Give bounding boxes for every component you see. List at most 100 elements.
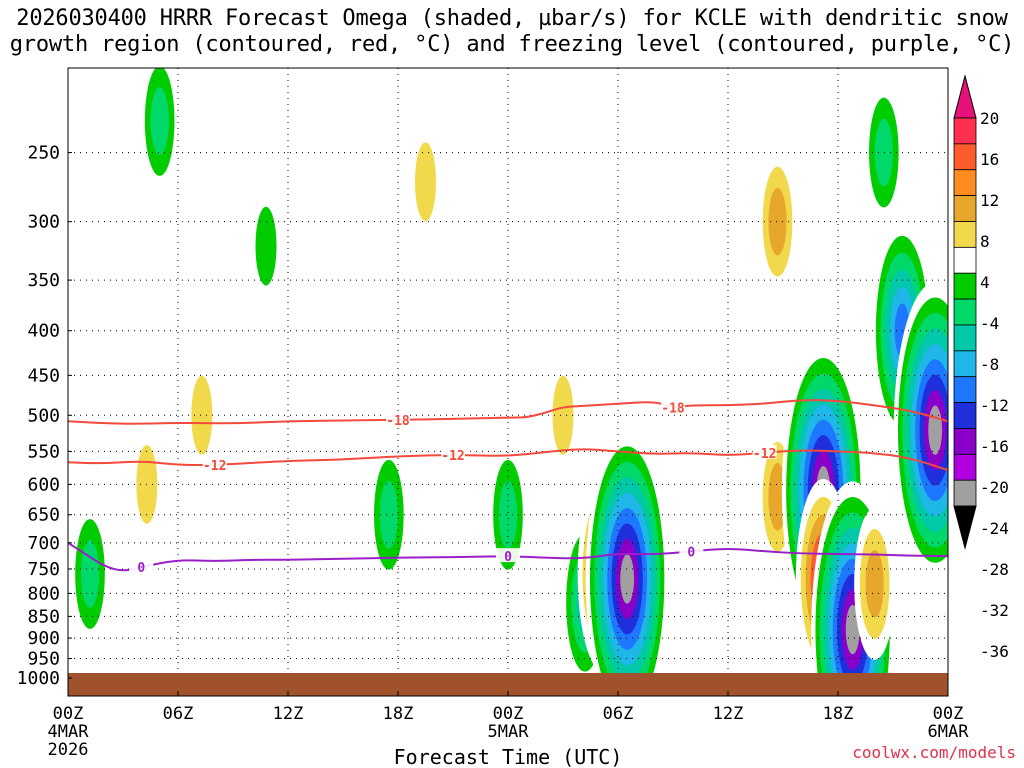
contour-label-0-1: -18 bbox=[661, 402, 685, 417]
x-tick-date-24: 5MAR bbox=[488, 722, 530, 742]
omega-cell-17-2 bbox=[865, 550, 884, 618]
y-tick-900: 900 bbox=[27, 628, 60, 649]
contour-label-1-0: -12 bbox=[203, 459, 226, 474]
colorbar-label-6: -8 bbox=[980, 355, 999, 374]
colorbar-label-11: -28 bbox=[980, 560, 1009, 579]
contour-label-bg-1-0 bbox=[202, 456, 227, 471]
y-axis: 2503003504004505005506006507007508008509… bbox=[17, 143, 72, 689]
y-tick-550: 550 bbox=[27, 441, 60, 462]
colorbar-label-9: -20 bbox=[980, 478, 1009, 497]
contour-label-1-1: -12 bbox=[441, 449, 464, 464]
colorbar-label-2: 12 bbox=[980, 191, 999, 210]
temperature-contours: -18 -18 -12 -12 -12 0 0 0 bbox=[68, 399, 948, 576]
x-tick-6: 06Z bbox=[163, 704, 194, 724]
colorbar-box-3 bbox=[953, 195, 977, 222]
colorbar-label-4: 4 bbox=[980, 273, 990, 292]
colorbar-box-12 bbox=[953, 428, 977, 455]
y-tick-750: 750 bbox=[27, 559, 60, 580]
colorbar-box-10 bbox=[953, 376, 977, 403]
x-tick-48: 00Z bbox=[933, 704, 964, 724]
y-tick-500: 500 bbox=[27, 405, 60, 426]
colorbar-label-3: 8 bbox=[980, 232, 990, 251]
omega-cell-0-2 bbox=[80, 540, 100, 608]
colorbar-box-9 bbox=[953, 350, 977, 378]
y-tick-250: 250 bbox=[27, 143, 60, 164]
y-tick-600: 600 bbox=[27, 474, 60, 495]
credit-text: coolwx.com/models bbox=[852, 743, 1016, 762]
y-tick-850: 850 bbox=[27, 606, 60, 627]
y-tick-800: 800 bbox=[27, 583, 60, 604]
y-tick-700: 700 bbox=[27, 533, 60, 554]
colorbar-label-1: 16 bbox=[980, 150, 999, 169]
omega-cell-12-2 bbox=[768, 187, 787, 256]
contour-line-0 bbox=[68, 399, 948, 425]
omega-cell-11-8 bbox=[620, 554, 635, 604]
contour-label-bg-2-2 bbox=[679, 543, 704, 558]
contour-line-1 bbox=[68, 448, 948, 472]
contour-label-bg-1-1 bbox=[441, 446, 465, 461]
contour-label-bg-0-0 bbox=[386, 411, 410, 426]
x-tick-0: 00Z bbox=[53, 704, 84, 724]
contour-label-1-2: -12 bbox=[753, 447, 776, 462]
colorbar-label-5: -4 bbox=[980, 314, 999, 333]
ground-surface bbox=[68, 673, 948, 696]
colorbar-box-11 bbox=[953, 402, 977, 429]
contour-label-2-0: 0 bbox=[137, 561, 145, 576]
y-tick-650: 650 bbox=[27, 505, 60, 526]
omega-cell-4-1 bbox=[255, 206, 277, 286]
colorbar-box-1 bbox=[953, 143, 977, 171]
omega-cell-7-2 bbox=[498, 480, 518, 549]
contour-label-0-0: -18 bbox=[386, 414, 410, 429]
x-tick-date-0: 4MAR bbox=[48, 722, 90, 742]
x-tick-12: 12Z bbox=[273, 704, 304, 724]
contour-label-bg-2-0 bbox=[129, 558, 154, 573]
colorbar-box-14 bbox=[953, 479, 977, 507]
y-tick-400: 400 bbox=[27, 321, 60, 342]
x-axis-label: Forecast Time (UTC) bbox=[394, 745, 623, 768]
contour-label-bg-0-1 bbox=[661, 399, 685, 414]
x-tick-42: 18Z bbox=[823, 704, 854, 724]
colorbar-box-7 bbox=[953, 298, 977, 326]
colorbar-box-4 bbox=[953, 221, 977, 248]
colorbar: 20 16 12 8 4 -4 -8 -12 -16 -20 -24 -28 -32 -36 bbox=[953, 74, 1009, 661]
x-tick-year-0: 2026 bbox=[48, 740, 89, 760]
contour-label-2-2: 0 bbox=[687, 545, 695, 560]
colorbar-bottom-triangle bbox=[953, 505, 977, 551]
omega-cell-1-2 bbox=[150, 87, 169, 155]
colorbar-box-8 bbox=[953, 324, 977, 352]
y-tick-450: 450 bbox=[27, 365, 60, 386]
colorbar-top-triangle bbox=[953, 74, 977, 119]
omega-cell-6-1 bbox=[415, 142, 436, 222]
contour-label-bg-2-1 bbox=[496, 548, 520, 563]
colorbar-label-10: -24 bbox=[980, 519, 1009, 538]
colorbar-label-0: 20 bbox=[980, 109, 999, 128]
contour-label-bg-1-2 bbox=[752, 444, 777, 459]
y-tick-1000: 1000 bbox=[17, 668, 60, 689]
omega-cell-8-1 bbox=[552, 375, 574, 455]
x-tick-24: 00Z bbox=[493, 704, 524, 724]
y-tick-300: 300 bbox=[27, 212, 60, 233]
colorbar-label-7: -12 bbox=[980, 396, 1009, 415]
omega-cell-18-2 bbox=[874, 118, 893, 187]
colorbar-box-5 bbox=[953, 246, 977, 274]
y-tick-950: 950 bbox=[27, 649, 60, 670]
x-tick-36: 12Z bbox=[713, 704, 744, 724]
colorbar-label-12: -32 bbox=[980, 601, 1009, 620]
colorbar-box-13 bbox=[953, 453, 977, 481]
colorbar-box-0 bbox=[953, 117, 977, 145]
colorbar-label-13: -36 bbox=[980, 642, 1009, 661]
contour-label-2-1: 0 bbox=[504, 550, 512, 565]
x-tick-18: 18Z bbox=[383, 704, 414, 724]
colorbar-box-6 bbox=[953, 272, 977, 300]
chart-title-line-1: 2026030400 HRRR Forecast Omega (shaded, … bbox=[16, 6, 1008, 31]
omega-cell-5-2 bbox=[379, 480, 398, 549]
omega-cell-16-8 bbox=[845, 604, 860, 655]
omega-cell-20-8 bbox=[928, 405, 943, 455]
chart-title-line-2: growth region (contoured, red, °C) and f… bbox=[9, 32, 1015, 57]
colorbar-box-2 bbox=[953, 169, 977, 197]
colorbar-label-8: -16 bbox=[980, 437, 1009, 456]
x-tick-30: 06Z bbox=[603, 704, 634, 724]
x-tick-date-48: 6MAR bbox=[928, 722, 970, 742]
